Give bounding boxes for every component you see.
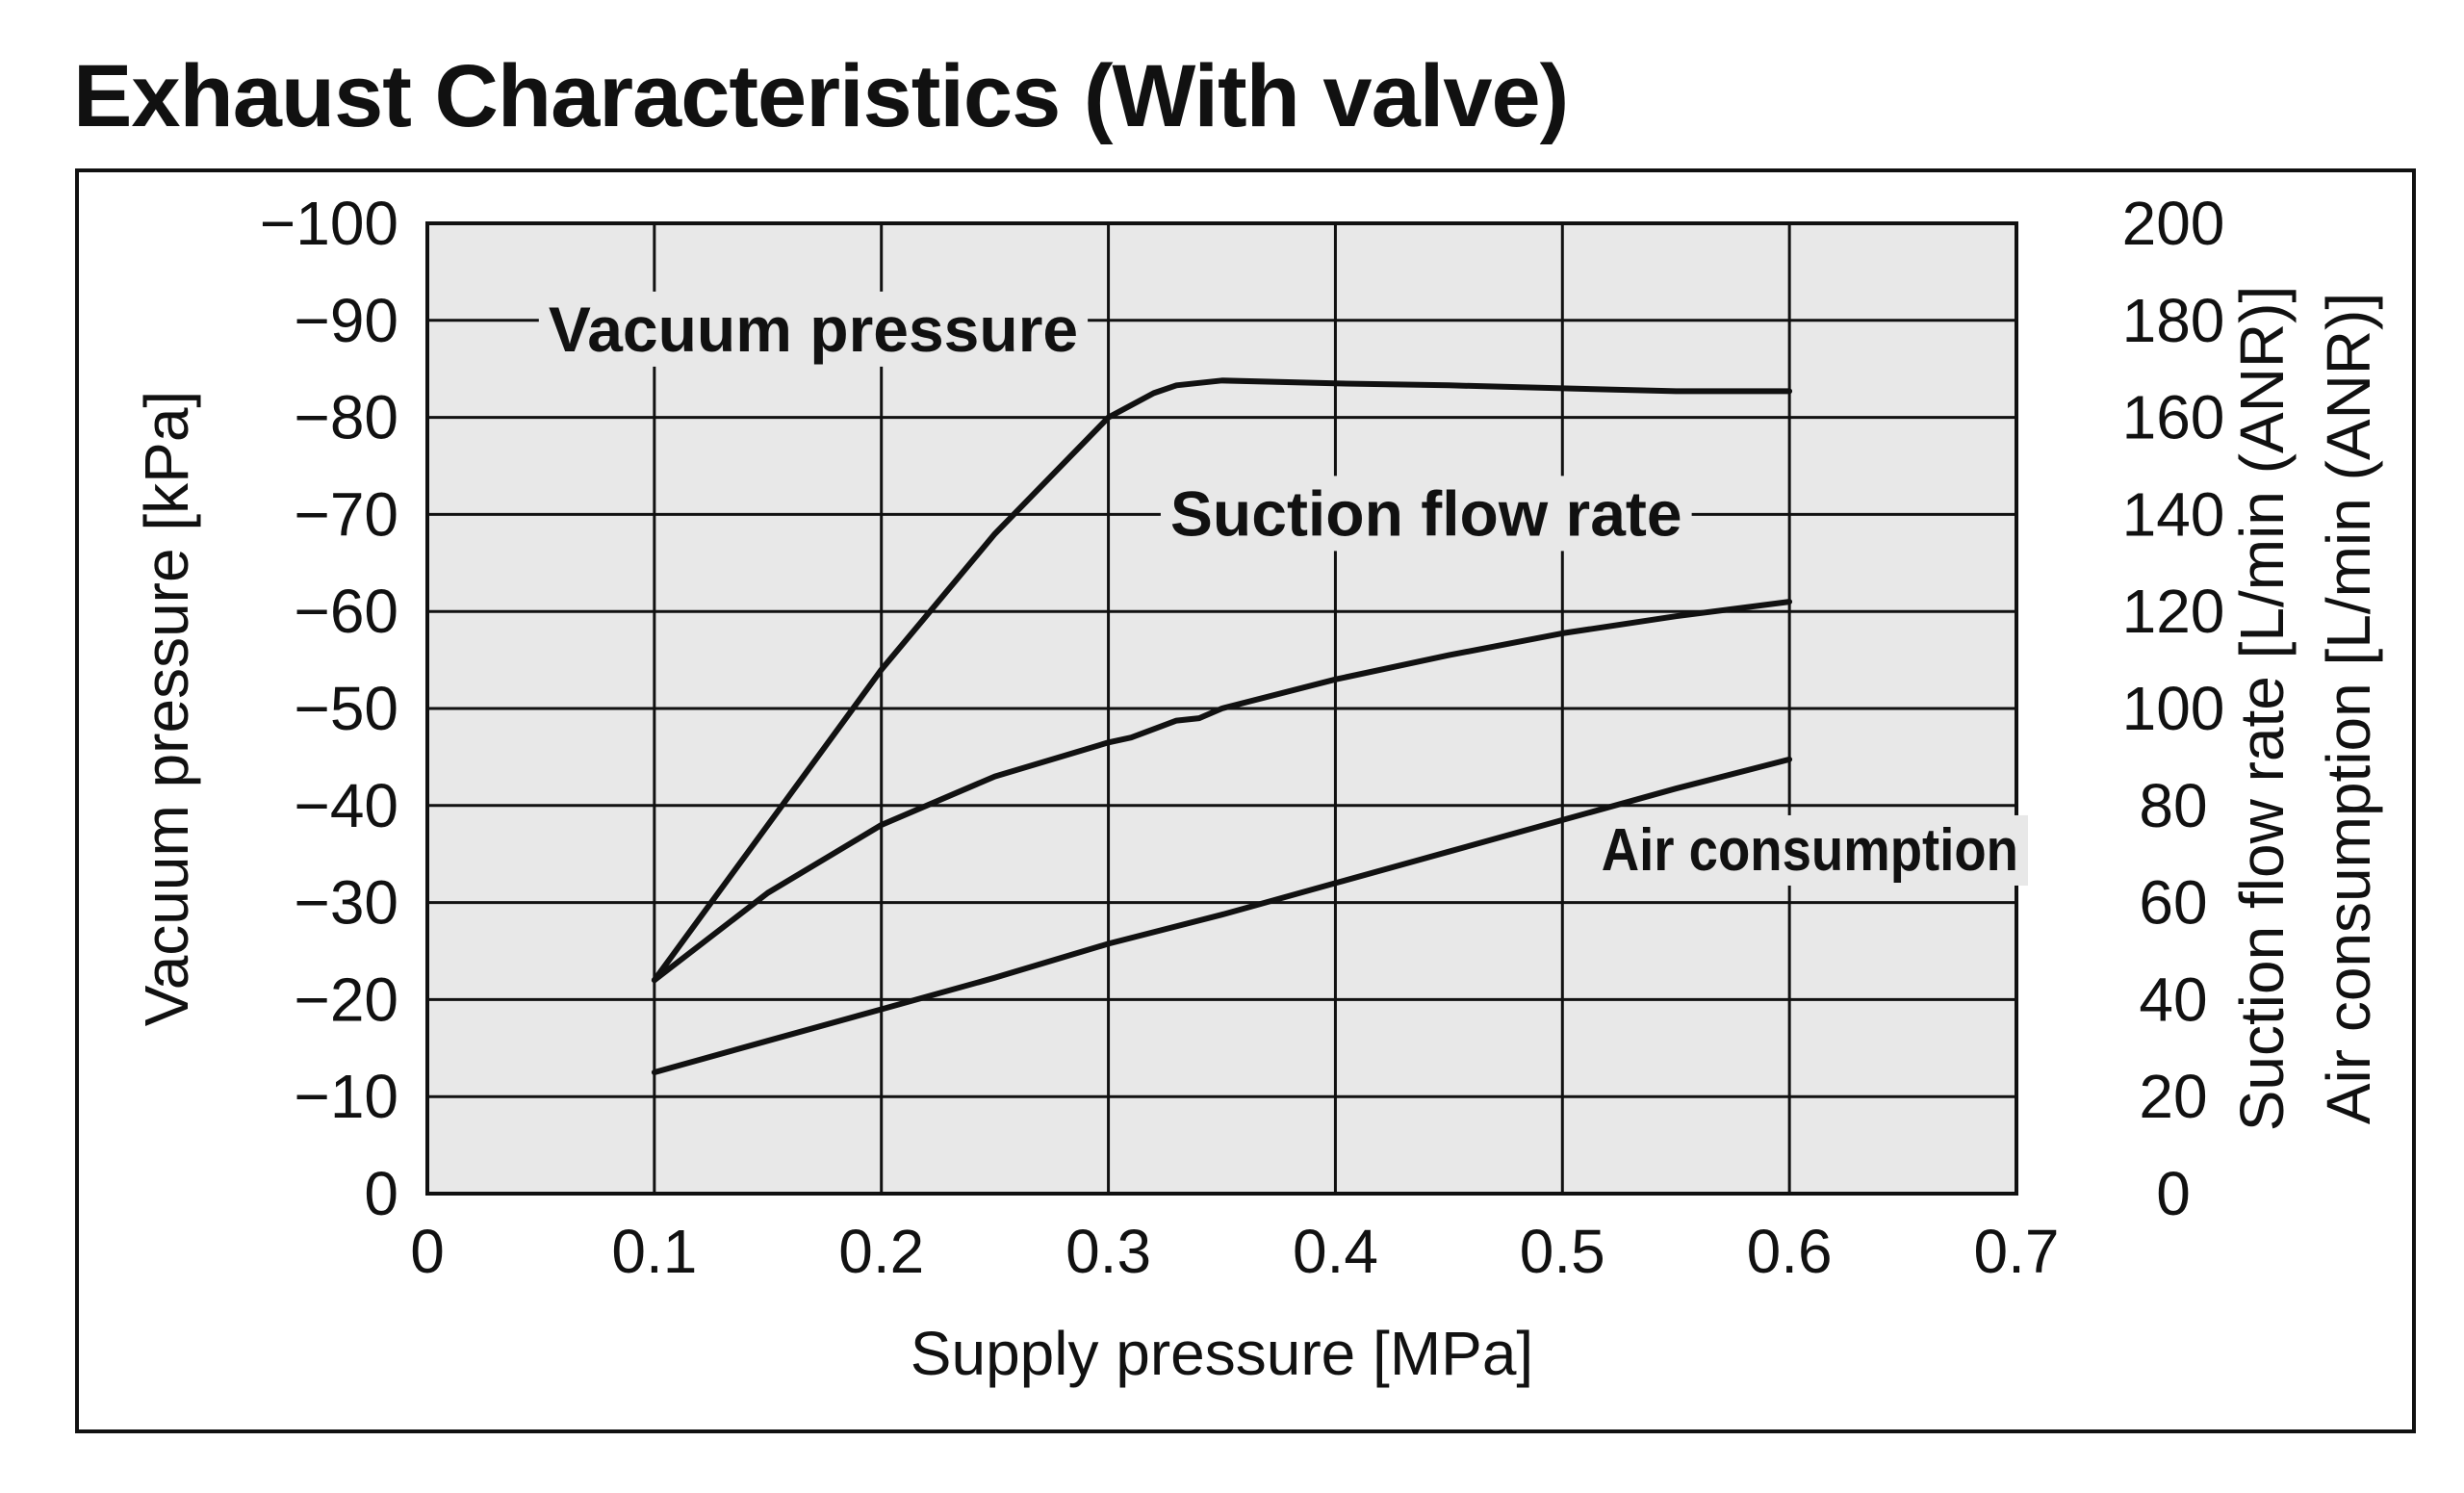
y-tick-label: −50 [294, 674, 398, 743]
y2-tick-label: 0 [2156, 1159, 2191, 1228]
chart-frame [75, 168, 2416, 1433]
y2-axis-title-air: Air consumption [L/min (ANR)] [2314, 293, 2383, 1124]
x-tick-label: 0.2 [838, 1217, 924, 1286]
grid [427, 223, 2016, 1194]
y2-tick-label: 100 [2122, 674, 2225, 743]
y2-tick-label: 80 [2139, 771, 2207, 840]
tick-labels: 0 0.1 0.2 0.3 0.4 0.5 0.6 0.7 0 −10 −20 −30 −40 −50 −6… [260, 189, 2225, 1286]
y2-axis-title-suction: Suction flow rate [L/min (ANR)] [2227, 286, 2297, 1132]
y-tick-label: −90 [294, 286, 398, 355]
series-label-suction-flow-rate: Suction flow rate [1170, 477, 1682, 549]
x-tick-label: 0.1 [611, 1217, 697, 1286]
series-label-backing [1591, 814, 2029, 886]
y-tick-label: −40 [294, 771, 398, 840]
chart-title: Exhaust Characteristics (With valve) [73, 47, 1569, 145]
y2-tick-label: 180 [2122, 286, 2225, 355]
x-tick-label: 0.5 [1520, 1217, 1605, 1286]
x-tick-label: 0 [410, 1217, 445, 1286]
y-tick-label: −20 [294, 965, 398, 1034]
y-tick-label: −10 [294, 1062, 398, 1131]
series-label-group-air-consumption: Air consumption [1591, 814, 2029, 886]
series-line-air-consumption [651, 756, 1793, 1075]
series-line-vacuum-pressure [651, 377, 1793, 984]
y-tick-label: −70 [294, 479, 398, 549]
y-axis-title: Vacuum pressure [kPa] [132, 391, 201, 1026]
y-tick-label: −30 [294, 868, 398, 938]
x-tick-label: 0.4 [1293, 1217, 1378, 1286]
series-label-group-vacuum-pressure: Vacuum pressure [538, 291, 1089, 367]
x-axis-title: Supply pressure [MPa] [911, 1319, 1533, 1388]
plot-border [425, 221, 2018, 1196]
y2-tick-label: 20 [2139, 1062, 2207, 1131]
x-tick-label: 0.6 [1747, 1217, 1833, 1286]
y2-tick-label: 200 [2122, 189, 2225, 258]
y2-tick-label: 160 [2122, 383, 2225, 452]
x-tick-label: 0.3 [1065, 1217, 1151, 1286]
series-labels: Vacuum pressure Suction flow rate Air cons… [538, 291, 2029, 886]
y2-tick-label: 40 [2139, 965, 2207, 1034]
y-tick-label: −100 [260, 189, 398, 258]
series-label-backing [1160, 476, 1692, 552]
y-tick-label: 0 [364, 1159, 398, 1228]
series-label-air-consumption: Air consumption [1602, 817, 2018, 884]
y2-tick-label: 120 [2122, 577, 2225, 646]
x-tick-label: 0.7 [1974, 1217, 2060, 1286]
y2-tick-label: 140 [2122, 479, 2225, 549]
series-label-group-suction-flow-rate: Suction flow rate [1160, 476, 1692, 552]
series-layer [651, 377, 1793, 1075]
series-label-backing [538, 291, 1089, 367]
y2-tick-label: 60 [2139, 868, 2207, 938]
series-label-vacuum-pressure: Vacuum pressure [549, 294, 1078, 365]
series-line-suction-flow-rate [651, 599, 1793, 984]
y-tick-label: −80 [294, 383, 398, 452]
y-tick-label: −60 [294, 577, 398, 646]
